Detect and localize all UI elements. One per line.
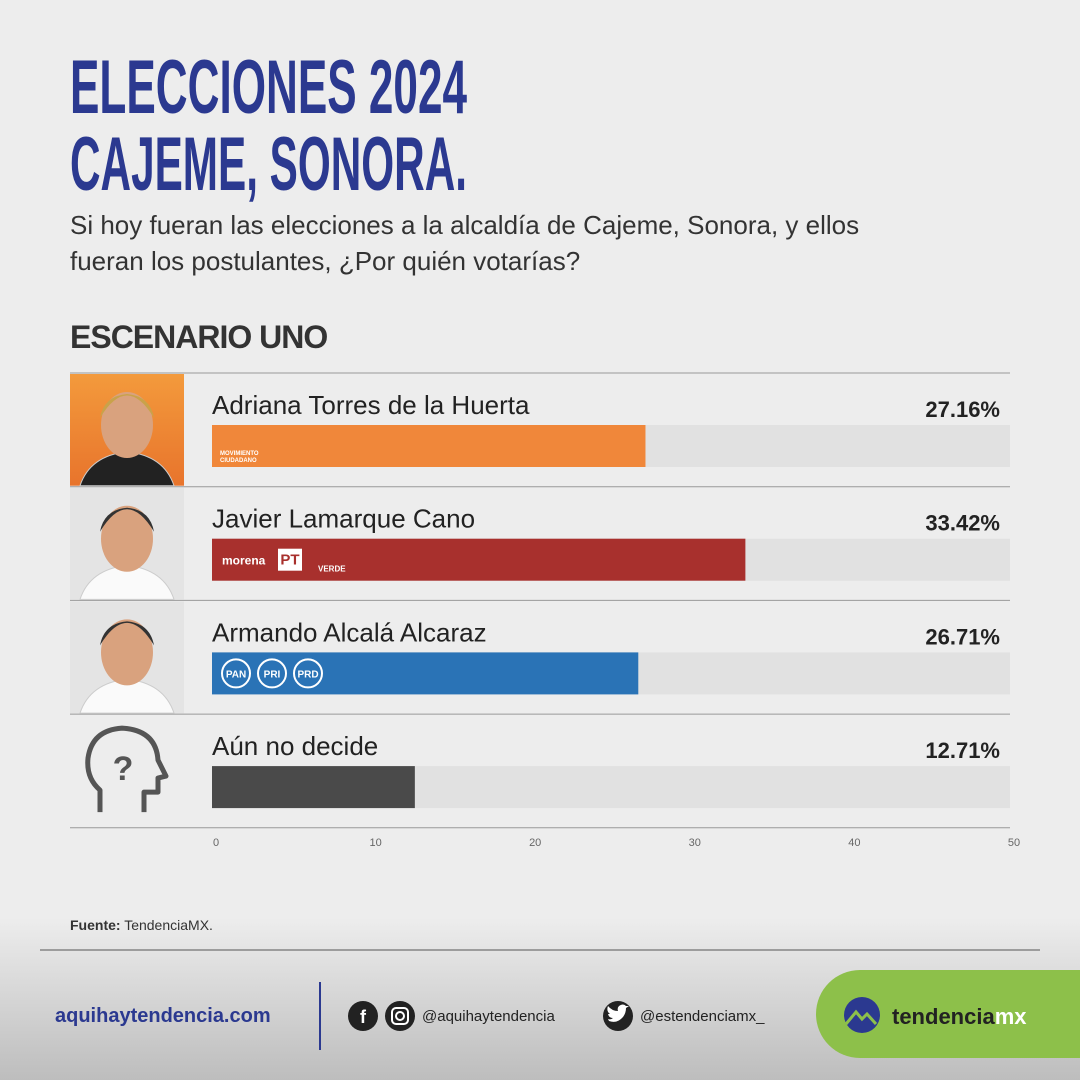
value-label: 26.71% xyxy=(925,624,1000,649)
brand-name: tendenciamx xyxy=(892,1004,1027,1029)
social-handle: @aquihaytendencia xyxy=(422,1008,555,1025)
x-tick-label: 30 xyxy=(689,837,701,849)
brand-badge xyxy=(816,970,1080,1058)
value-label: 33.42% xyxy=(925,511,1000,536)
title: ELECCIONES 2024 xyxy=(70,45,467,130)
candidate-photo xyxy=(70,487,184,600)
x-tick-label: 0 xyxy=(213,837,219,849)
bar xyxy=(212,425,646,467)
website: aquihaytendencia.com xyxy=(55,1005,271,1027)
x-tick-label: 40 xyxy=(848,837,860,849)
photo-hair xyxy=(100,507,154,532)
subtitle: fueran los postulantes, ¿Por quién votar… xyxy=(70,246,580,276)
x-tick-label: 50 xyxy=(1008,837,1020,849)
value-label: 12.71% xyxy=(925,738,1000,763)
facebook-glyph: f xyxy=(360,1007,367,1027)
candidate-photo xyxy=(70,601,184,714)
subtitle: Si hoy fueran las elecciones a la alcald… xyxy=(70,210,859,240)
bar xyxy=(212,652,639,695)
party-emblem xyxy=(293,658,323,689)
x-tick-label: 10 xyxy=(369,837,381,849)
party-label: PRD xyxy=(297,669,318,680)
bar xyxy=(212,766,415,809)
social-handle: @estendenciamx_ xyxy=(640,1008,765,1025)
source-text: TendenciaMX. xyxy=(124,917,213,933)
category-label: Aún no decide xyxy=(212,731,378,761)
party-box xyxy=(278,548,302,571)
instagram-glyph xyxy=(395,1011,405,1021)
instagram-icon xyxy=(385,1001,415,1031)
title: CAJEME, SONORA. xyxy=(70,122,467,207)
candidate-photo xyxy=(70,374,184,487)
photo-face xyxy=(101,392,153,458)
source: Fuente: TendenciaMX. xyxy=(70,917,213,933)
photo-face xyxy=(101,505,153,572)
photo-face xyxy=(101,619,153,686)
brand-suffix: mx xyxy=(995,1004,1028,1029)
candidate-photo: ? xyxy=(85,725,169,813)
undecided-glyph: ? xyxy=(113,750,134,788)
value-label: 27.16% xyxy=(925,397,1000,422)
x-tick-label: 20 xyxy=(529,837,541,849)
party-label: morena xyxy=(222,554,266,568)
party-label: PT xyxy=(280,552,299,569)
photo-hair xyxy=(100,394,154,418)
brand-logo-mark xyxy=(844,1009,878,1026)
party-label: MOVIMIENTO xyxy=(220,451,259,457)
twitter-glyph xyxy=(607,1004,629,1022)
party-emblem xyxy=(257,658,287,689)
category-label: Armando Alcalá Alcaraz xyxy=(212,617,487,647)
brand-logo xyxy=(844,997,880,1033)
party-label: PAN xyxy=(226,669,246,680)
brand-name: tendencia xyxy=(892,1004,995,1029)
party-label: VERDE xyxy=(318,565,346,574)
party-emblem xyxy=(221,658,251,689)
category-label: Javier Lamarque Cano xyxy=(212,504,475,534)
instagram-glyph xyxy=(391,1007,409,1025)
chart-title: ESCENARIO UNO xyxy=(70,319,327,355)
undecided-icon xyxy=(85,725,169,813)
party-label: CIUDADANO xyxy=(220,458,257,464)
source-label: Fuente: xyxy=(70,917,121,933)
party-label: PRI xyxy=(264,669,281,680)
category-label: Adriana Torres de la Huerta xyxy=(212,390,530,420)
photo-hair xyxy=(100,621,154,646)
facebook-icon xyxy=(348,1001,378,1031)
